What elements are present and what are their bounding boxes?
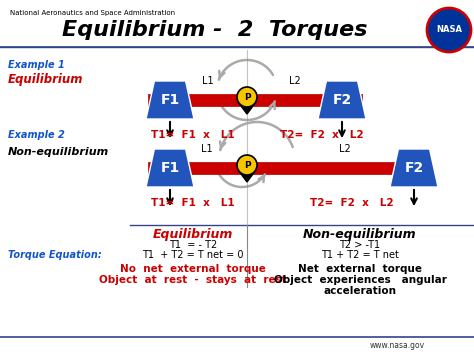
Text: P: P bbox=[244, 160, 250, 169]
Text: Net  external  torque: Net external torque bbox=[298, 264, 422, 274]
Text: L2: L2 bbox=[289, 76, 301, 86]
Polygon shape bbox=[318, 81, 366, 119]
Text: Object  at  rest  -  stays  at  rest: Object at rest - stays at rest bbox=[99, 275, 287, 285]
Text: L2: L2 bbox=[339, 144, 351, 154]
Text: Example 2: Example 2 bbox=[8, 130, 65, 140]
Text: NASA: NASA bbox=[436, 26, 462, 34]
Bar bbox=[148, 162, 432, 174]
Text: Equilibrium: Equilibrium bbox=[8, 73, 83, 87]
Polygon shape bbox=[146, 81, 194, 119]
Text: P: P bbox=[244, 93, 250, 102]
Polygon shape bbox=[146, 149, 194, 187]
Text: F2: F2 bbox=[332, 93, 352, 107]
Text: T1=  F1  x   L1: T1= F1 x L1 bbox=[151, 130, 235, 140]
Circle shape bbox=[237, 87, 257, 107]
Text: T1  + T2 = T net = 0: T1 + T2 = T net = 0 bbox=[142, 250, 244, 260]
Text: L1: L1 bbox=[201, 144, 213, 154]
Text: No  net  external  torque: No net external torque bbox=[120, 264, 266, 274]
Text: F1: F1 bbox=[160, 93, 180, 107]
Text: Equilibrium: Equilibrium bbox=[153, 228, 233, 241]
Text: www.nasa.gov: www.nasa.gov bbox=[370, 340, 425, 350]
Text: T2=  F2  x   L2: T2= F2 x L2 bbox=[310, 198, 394, 208]
Text: Torque Equation:: Torque Equation: bbox=[8, 250, 102, 260]
Polygon shape bbox=[238, 102, 256, 114]
Text: T1 + T2 = T net: T1 + T2 = T net bbox=[321, 250, 399, 260]
Text: T2=  F2  x   L2: T2= F2 x L2 bbox=[280, 130, 364, 140]
Text: F2: F2 bbox=[404, 161, 424, 175]
Circle shape bbox=[427, 8, 471, 52]
Polygon shape bbox=[390, 149, 438, 187]
Text: T1  = - T2: T1 = - T2 bbox=[169, 240, 217, 250]
Text: T2 > -T1: T2 > -T1 bbox=[339, 240, 381, 250]
Text: T1=  F1  x   L1: T1= F1 x L1 bbox=[151, 198, 235, 208]
Text: F1: F1 bbox=[160, 161, 180, 175]
Text: Non-equilibrium: Non-equilibrium bbox=[8, 147, 109, 157]
Text: National Aeronautics and Space Administration: National Aeronautics and Space Administr… bbox=[10, 10, 175, 16]
Text: acceleration: acceleration bbox=[323, 286, 396, 296]
Text: Object  experiences   angular: Object experiences angular bbox=[273, 275, 447, 285]
Text: L1: L1 bbox=[202, 76, 214, 86]
Text: Non-equilibrium: Non-equilibrium bbox=[303, 228, 417, 241]
Polygon shape bbox=[238, 170, 256, 182]
Circle shape bbox=[237, 155, 257, 175]
Text: Equilibrium -  2  Torques: Equilibrium - 2 Torques bbox=[62, 20, 368, 40]
Text: Example 1: Example 1 bbox=[8, 60, 65, 70]
Bar bbox=[148, 94, 362, 106]
